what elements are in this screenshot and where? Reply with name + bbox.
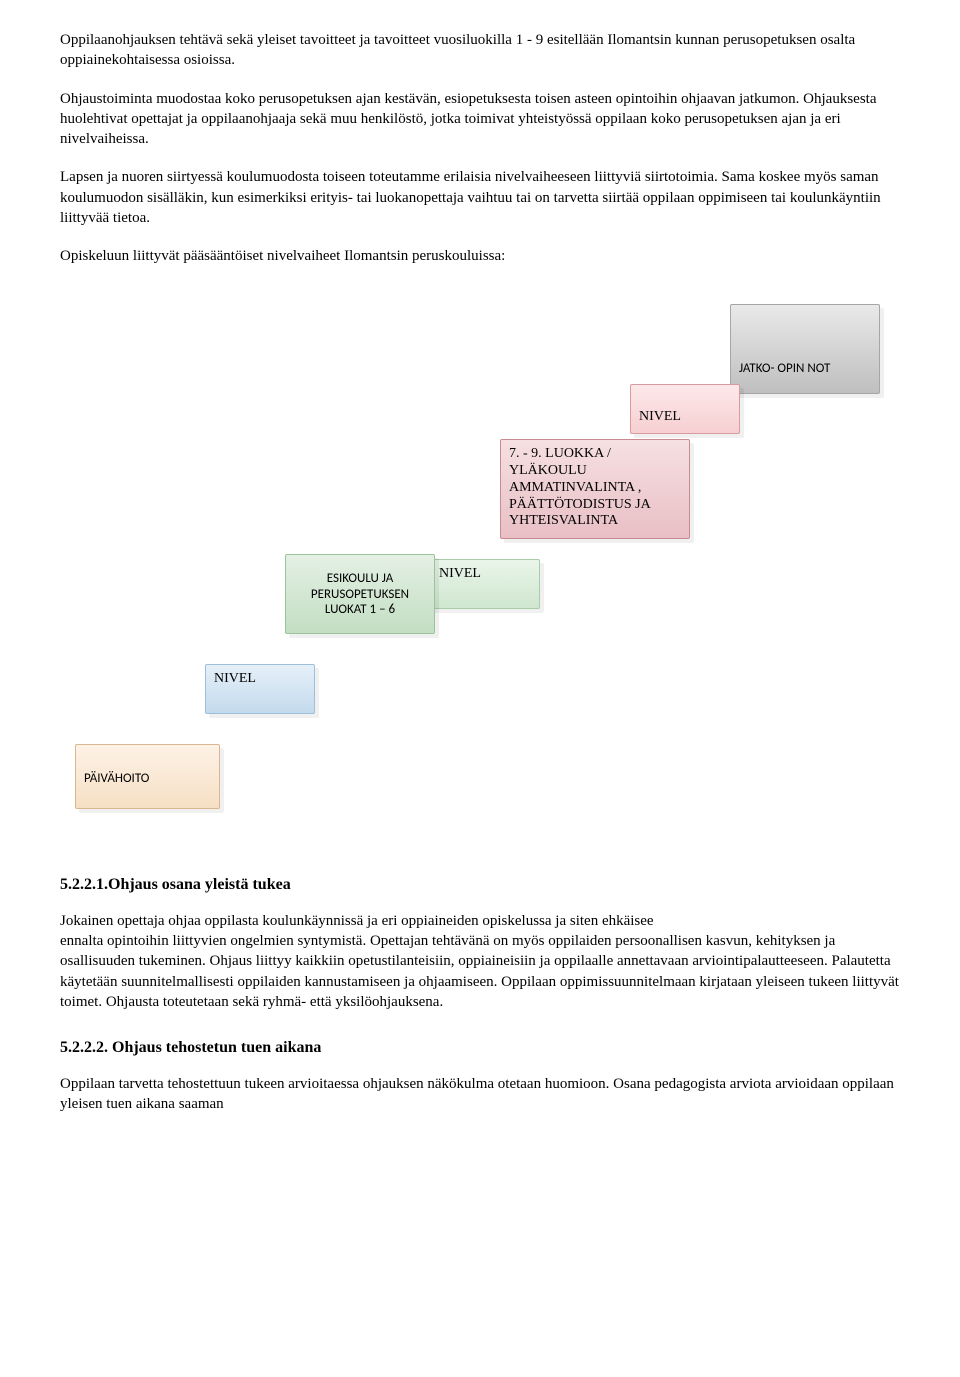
section-1-title: 5.2.2.1.Ohjaus osana yleistä tukea: [60, 874, 900, 896]
box-nivel-2: NIVEL: [430, 559, 540, 609]
box-ylakoulu: 7. - 9. LUOKKA / YLÄKOULU AMMATINVALINTA…: [500, 439, 690, 539]
box-ylakoulu-label: 7. - 9. LUOKKA / YLÄKOULU AMMATINVALINTA…: [509, 446, 681, 530]
box-nivel-1-label: NIVEL: [639, 409, 731, 426]
paragraph-1: Oppilaanohjauksen tehtävä sekä yleiset t…: [60, 30, 900, 71]
box-paivahoito: PÄIVÄHOITO: [75, 744, 220, 809]
paragraph-2: Ohjaustoiminta muodostaa koko perusopetu…: [60, 89, 900, 150]
section-2-p1: Oppilaan tarvetta tehostettuun tukeen ar…: [60, 1074, 900, 1115]
section-1-p1: Jokainen opettaja ohjaa oppilasta koulun…: [60, 911, 900, 931]
box-nivel-3-label: NIVEL: [214, 671, 306, 688]
paragraph-4: Opiskeluun liittyvät pääsääntöiset nivel…: [60, 246, 900, 266]
paragraph-3: Lapsen ja nuoren siirtyessä koulumuodost…: [60, 167, 900, 228]
section-2-title: 5.2.2.2. Ohjaus tehostetun tuen aikana: [60, 1037, 900, 1059]
stage-diagram: JATKO- OPIN NOT NIVEL 7. - 9. LUOKKA / Y…: [60, 284, 900, 844]
box-esikoulu: ESIKOULU JA PERUSOPETUKSEN LUOKAT 1 – 6: [285, 554, 435, 634]
box-nivel-2-label: NIVEL: [439, 566, 531, 583]
section-1-p2: ennalta opintoihin liittyvien ongelmien …: [60, 931, 900, 1012]
box-paivahoito-label: PÄIVÄHOITO: [84, 771, 211, 787]
box-jatko-opinnot: JATKO- OPIN NOT: [730, 304, 880, 394]
box-esikoulu-label: ESIKOULU JA PERUSOPETUKSEN LUOKAT 1 – 6: [294, 571, 426, 618]
box-jatko-label: JATKO- OPIN NOT: [739, 361, 871, 377]
box-nivel-1: NIVEL: [630, 384, 740, 434]
box-nivel-3: NIVEL: [205, 664, 315, 714]
